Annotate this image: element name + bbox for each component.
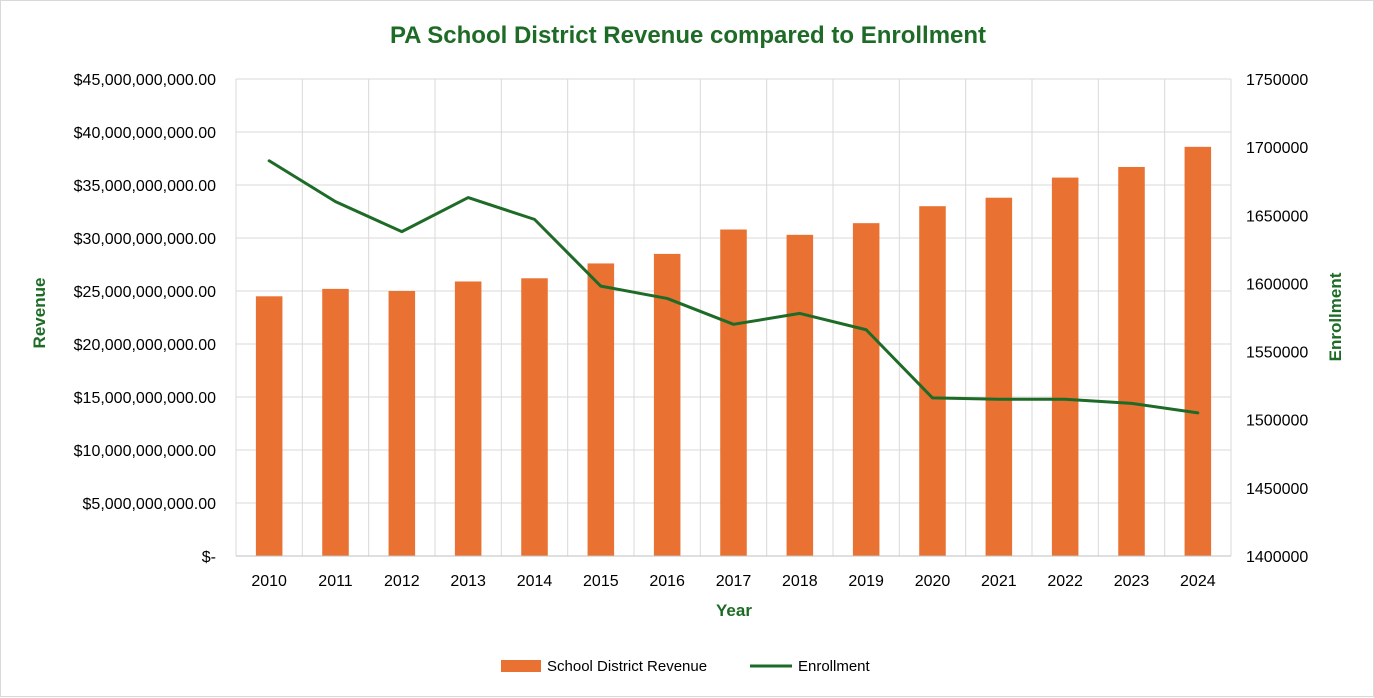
- revenue-bar: [587, 263, 615, 556]
- x-tick-label: 2012: [384, 573, 420, 590]
- y-tick-label: $25,000,000,000.00: [74, 284, 216, 301]
- y-axis-title: Revenue: [30, 278, 49, 349]
- x-tick-label: 2010: [251, 573, 287, 590]
- enrollment-line-layer: [267, 159, 1200, 415]
- y-tick-label: $20,000,000,000.00: [74, 337, 216, 354]
- y-tick-label: $10,000,000,000.00: [74, 443, 216, 460]
- y-tick-label: $40,000,000,000.00: [74, 125, 216, 142]
- x-tick-label: 2014: [517, 573, 553, 590]
- legend-label-enrollment: Enrollment: [798, 658, 871, 675]
- revenue-bar: [985, 197, 1013, 556]
- y2-tick-label: 1550000: [1246, 345, 1308, 362]
- enrollment-line: [267, 159, 1200, 415]
- legend: School District Revenue Enrollment: [501, 658, 871, 675]
- legend-swatch-revenue: [501, 660, 541, 672]
- revenue-bar: [786, 234, 814, 556]
- y2-tick-label: 1500000: [1246, 413, 1308, 430]
- x-tick-label: 2017: [716, 573, 752, 590]
- y2-tick-label: 1650000: [1246, 208, 1308, 225]
- x-tick-label: 2011: [318, 573, 353, 590]
- y2-tick-label: 1700000: [1246, 140, 1308, 157]
- legend-label-revenue: School District Revenue: [547, 658, 707, 675]
- x-tick-label: 2013: [450, 573, 486, 590]
- x-tick-label: 2016: [649, 573, 685, 590]
- y-tick-label: $35,000,000,000.00: [74, 178, 216, 195]
- revenue-bar: [720, 229, 747, 556]
- x-tick-label: 2018: [782, 573, 818, 590]
- revenue-bar: [852, 223, 880, 556]
- y2-tick-label: 1600000: [1246, 276, 1308, 293]
- x-tick-label: 2024: [1180, 573, 1216, 590]
- x-tick-label: 2020: [915, 573, 951, 590]
- x-tick-label: 2019: [848, 573, 884, 590]
- y-tick-label: $-: [202, 549, 216, 566]
- revenue-bar: [1184, 146, 1212, 556]
- revenue-bars: [255, 146, 1212, 557]
- y-tick-label: $5,000,000,000.00: [83, 496, 217, 513]
- revenue-bar: [255, 296, 283, 556]
- revenue-bar: [521, 278, 548, 556]
- y-tick-label: $45,000,000,000.00: [74, 72, 216, 89]
- revenue-bar: [653, 253, 681, 556]
- y2-tick-label: 1400000: [1246, 549, 1308, 566]
- x-tick-label: 2015: [583, 573, 619, 590]
- x-axis-title: Year: [716, 601, 752, 620]
- tick-labels: $- $5,000,000,000.00 $10,000,000,000.00 $15…: [74, 72, 1309, 590]
- revenue-bar: [919, 206, 946, 556]
- y-tick-label: $30,000,000,000.00: [74, 231, 216, 248]
- x-tick-label: 2021: [981, 573, 1017, 590]
- y2-tick-label: 1750000: [1246, 72, 1308, 89]
- y2-tick-label: 1450000: [1246, 481, 1308, 498]
- revenue-bar: [1051, 177, 1079, 556]
- revenue-bar: [388, 291, 416, 556]
- x-tick-label: 2022: [1047, 573, 1083, 590]
- y2-axis-title: Enrollment: [1326, 272, 1345, 361]
- revenue-bar: [322, 288, 349, 556]
- chart-title: PA School District Revenue compared to E…: [390, 22, 986, 49]
- x-tick-label: 2023: [1114, 573, 1150, 590]
- revenue-bar: [1118, 166, 1145, 557]
- y-tick-label: $15,000,000,000.00: [74, 390, 216, 407]
- revenue-bar: [454, 281, 482, 556]
